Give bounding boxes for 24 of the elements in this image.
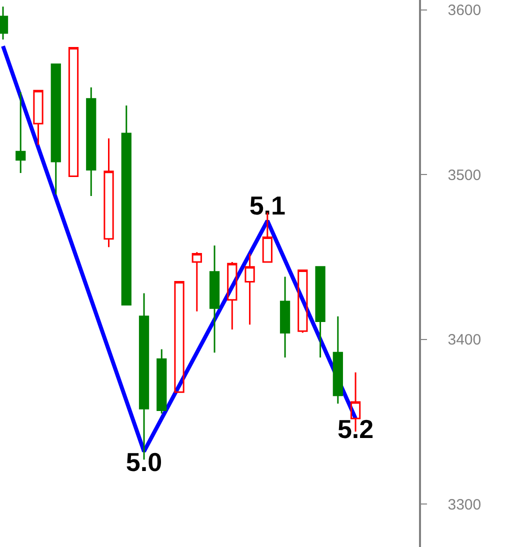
candlestick bbox=[68, 47, 79, 178]
annotation: 5.0 bbox=[126, 446, 162, 477]
candlestick bbox=[244, 252, 255, 326]
y-tick-label: 3600 bbox=[448, 2, 482, 20]
candlestick bbox=[209, 244, 220, 354]
y-tick-label: 3500 bbox=[448, 166, 482, 184]
candlestick bbox=[192, 251, 202, 312]
annotation: 5.2 bbox=[337, 414, 374, 444]
candlestick bbox=[174, 280, 184, 393]
candlestick bbox=[16, 92, 26, 174]
y-tick-label: 3300 bbox=[448, 496, 482, 514]
candlestick bbox=[280, 276, 290, 358]
candlestick bbox=[121, 104, 132, 306]
candlestick bbox=[86, 86, 96, 197]
candlestick bbox=[298, 269, 308, 334]
candlestick bbox=[104, 138, 114, 248]
candlestick bbox=[227, 261, 238, 330]
y-tick-label: 3400 bbox=[448, 332, 482, 349]
annotation: 5.1 bbox=[249, 190, 286, 220]
candlestick bbox=[33, 90, 44, 146]
candlestick bbox=[315, 266, 326, 358]
candlestick bbox=[156, 348, 167, 414]
candlestick bbox=[332, 316, 343, 404]
candlestick bbox=[50, 64, 61, 196]
